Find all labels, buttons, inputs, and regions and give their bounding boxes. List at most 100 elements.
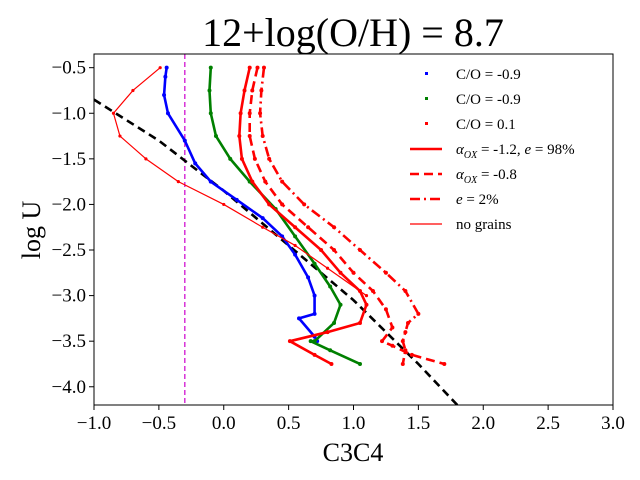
data-point <box>131 88 135 93</box>
data-point <box>208 179 213 184</box>
chart-title: 12+log(O/H) = 8.7 <box>202 10 504 55</box>
data-point <box>332 248 337 253</box>
data-point <box>163 74 168 79</box>
data-point <box>293 234 298 239</box>
data-point <box>400 361 405 366</box>
data-point <box>332 225 337 230</box>
legend-entry-6: no grains <box>410 217 512 233</box>
data-point <box>312 352 317 357</box>
data-point <box>213 134 218 139</box>
data-point <box>111 111 116 115</box>
data-point <box>357 248 362 253</box>
y-tick-label: −3.0 <box>52 286 86 307</box>
y-tick-label: −2.5 <box>52 240 86 261</box>
data-point <box>261 65 266 70</box>
data-point <box>442 361 447 366</box>
data-point <box>357 361 362 366</box>
series-3 <box>247 65 447 366</box>
data-point <box>338 270 343 275</box>
data-point <box>312 293 317 298</box>
legend-label: αOX = -0.8 <box>456 167 517 186</box>
data-point <box>306 225 311 230</box>
data-point <box>280 202 285 207</box>
data-point <box>357 320 362 325</box>
x-tick-label: 1.5 <box>407 413 431 434</box>
data-point <box>338 302 343 307</box>
data-point <box>158 66 162 70</box>
data-point <box>287 339 292 344</box>
series-4 <box>258 65 421 366</box>
data-point <box>182 138 187 143</box>
data-point <box>364 302 369 307</box>
data-point <box>390 325 395 330</box>
legend-label: e = 2% <box>456 192 499 208</box>
data-point <box>390 343 395 348</box>
x-tick-label: 2.5 <box>536 413 560 434</box>
data-point <box>234 197 239 202</box>
legend-marker <box>425 122 428 125</box>
data-point <box>380 339 385 344</box>
data-point <box>261 225 265 229</box>
data-point <box>247 65 252 70</box>
legend-label: no grains <box>456 217 512 233</box>
legend-marker <box>425 72 428 75</box>
data-point <box>228 156 233 161</box>
data-point <box>328 284 333 289</box>
x-tick-label: 2.0 <box>471 413 495 434</box>
data-point <box>238 111 243 116</box>
data-point <box>312 339 317 344</box>
data-point <box>260 134 265 139</box>
x-tick-label: 3.0 <box>601 413 625 434</box>
data-point <box>118 134 122 138</box>
data-point <box>306 275 311 280</box>
data-point <box>405 320 410 325</box>
data-point <box>409 352 414 357</box>
data-point <box>222 202 226 207</box>
data-point <box>403 330 408 335</box>
series-5 <box>111 66 369 298</box>
legend-entry-1: C/O = -0.9 <box>425 92 521 108</box>
series-0 <box>162 65 320 344</box>
legend-entry-5: e = 2% <box>410 192 499 208</box>
x-tick-label: 0.5 <box>277 413 301 434</box>
data-point <box>403 289 408 294</box>
data-point <box>258 111 263 116</box>
reference-line-diagonal-fit <box>94 98 459 405</box>
data-point <box>165 111 170 116</box>
data-point <box>208 111 213 116</box>
data-point <box>325 266 330 270</box>
data-point <box>162 93 167 98</box>
y-tick-label: −1.0 <box>52 103 86 124</box>
series-2 <box>237 65 369 366</box>
x-tick-label: 1.0 <box>342 413 366 434</box>
data-point <box>242 88 247 93</box>
data-point <box>260 216 265 221</box>
data-point <box>332 320 337 325</box>
data-point <box>403 348 408 353</box>
y-tick-label: −0.5 <box>52 58 86 79</box>
data-point <box>267 156 272 161</box>
data-point <box>207 88 212 93</box>
legend-label: C/O = -0.9 <box>456 67 521 83</box>
data-point <box>383 307 388 312</box>
data-point <box>144 157 148 161</box>
data-point <box>308 339 313 344</box>
data-point <box>351 270 356 275</box>
data-point <box>312 311 317 316</box>
data-point <box>312 261 317 266</box>
data-point <box>293 225 298 230</box>
x-tick-label: −1.0 <box>77 413 111 434</box>
data-point <box>252 156 257 161</box>
legend-marker <box>425 97 428 100</box>
data-point <box>250 88 255 93</box>
data-point <box>239 156 244 161</box>
data-point <box>416 311 421 316</box>
x-tick-label: 0.0 <box>212 413 236 434</box>
legend-entry-3: αOX = -1.2, e = 98% <box>410 142 575 161</box>
data-point <box>293 243 297 248</box>
data-point <box>328 348 333 353</box>
data-point <box>383 270 388 275</box>
data-point <box>237 134 242 139</box>
